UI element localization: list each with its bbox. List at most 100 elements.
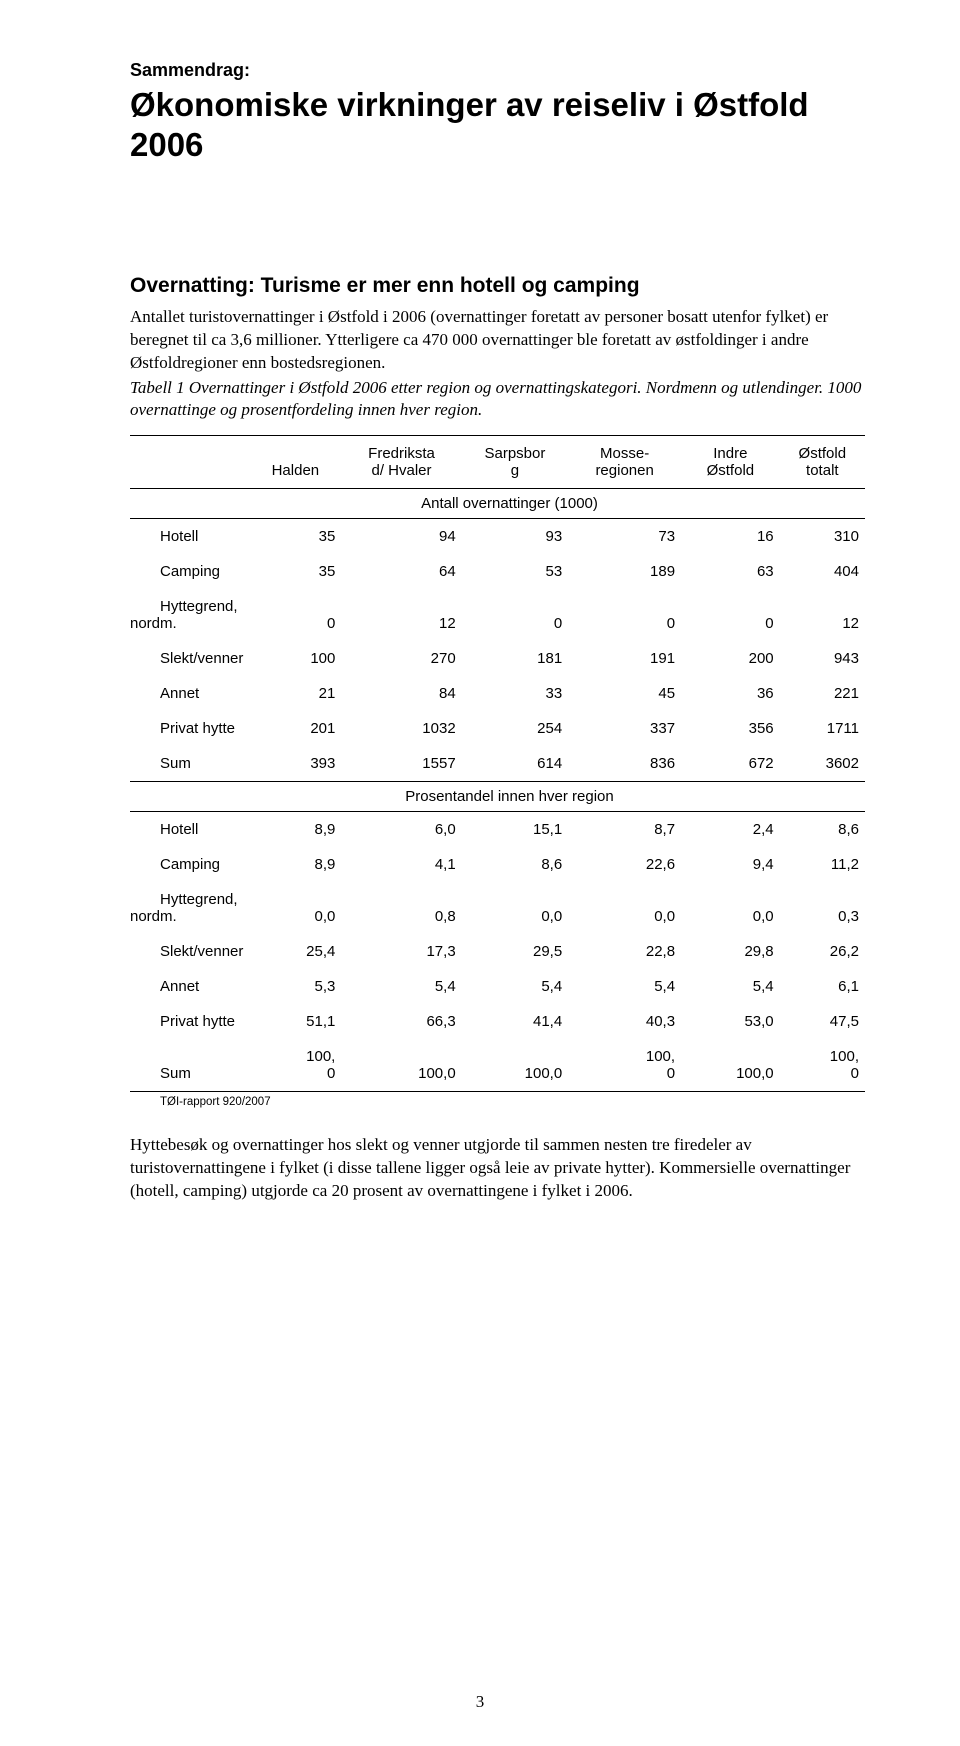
row-label: Privat hytte [130, 1004, 249, 1039]
cell: 12 [341, 589, 461, 641]
cell: 64 [341, 554, 461, 589]
cell: 404 [780, 554, 865, 589]
cell: 0,0 [249, 882, 341, 934]
row-label: Camping [130, 554, 249, 589]
cell: 9,4 [681, 847, 780, 882]
table-subhead-percent: Prosentandel innen hver region [130, 782, 865, 812]
cell: 33 [462, 676, 569, 711]
cell: 2,4 [681, 812, 780, 848]
cell: 0,0 [681, 882, 780, 934]
row-label: Privat hytte [130, 711, 249, 746]
cell: 8,7 [568, 812, 681, 848]
cell: 94 [341, 519, 461, 555]
cell: 41,4 [462, 1004, 569, 1039]
row-label: Slekt/venner [130, 641, 249, 676]
data-table: Halden Fredriksta d/ Hvaler Sarpsbor g M… [130, 435, 865, 1092]
subhead-counts-label: Antall overnattinger (1000) [130, 489, 865, 519]
cell: 73 [568, 519, 681, 555]
summary-label: Sammendrag: [130, 60, 865, 81]
col-header-sarpsborg: Sarpsbor g [462, 436, 569, 489]
page-number: 3 [0, 1692, 960, 1712]
col-header-blank [130, 436, 249, 489]
cell: 0,0 [462, 882, 569, 934]
cell: 0 [462, 589, 569, 641]
cell: 40,3 [568, 1004, 681, 1039]
cell: 29,8 [681, 934, 780, 969]
cell: 5,4 [681, 969, 780, 1004]
cell: 672 [681, 746, 780, 782]
cell: 63 [681, 554, 780, 589]
cell: 0 [249, 589, 341, 641]
col-header-halden: Halden [249, 436, 341, 489]
page-title: Økonomiske virkninger av reiseliv i Østf… [130, 85, 865, 164]
cell: 393 [249, 746, 341, 782]
table-sum-row: Sum 100, 0 100,0 100,0 100, 0 100,0 100,… [130, 1039, 865, 1092]
table-row: Annet 21 84 33 45 36 221 [130, 676, 865, 711]
row-label: Annet [130, 969, 249, 1004]
cell: 8,6 [780, 812, 865, 848]
row-label: Sum [130, 746, 249, 782]
table-source-note: TØI-rapport 920/2007 [130, 1096, 865, 1108]
cell: 5,4 [462, 969, 569, 1004]
cell: 26,2 [780, 934, 865, 969]
table-row: Camping 35 64 53 189 63 404 [130, 554, 865, 589]
cell: 100,0 [462, 1039, 569, 1092]
cell: 53,0 [681, 1004, 780, 1039]
cell: 16 [681, 519, 780, 555]
row-label: Hyttegrend, nordm. [130, 882, 249, 934]
cell: 5,3 [249, 969, 341, 1004]
cell: 29,5 [462, 934, 569, 969]
cell: 1711 [780, 711, 865, 746]
cell: 36 [681, 676, 780, 711]
cell: 100, 0 [568, 1039, 681, 1092]
table-row: Annet 5,3 5,4 5,4 5,4 5,4 6,1 [130, 969, 865, 1004]
cell: 5,4 [341, 969, 461, 1004]
cell: 614 [462, 746, 569, 782]
cell: 15,1 [462, 812, 569, 848]
cell: 191 [568, 641, 681, 676]
cell: 200 [681, 641, 780, 676]
cell: 8,9 [249, 812, 341, 848]
cell: 8,9 [249, 847, 341, 882]
table-subhead-counts: Antall overnattinger (1000) [130, 489, 865, 519]
cell: 254 [462, 711, 569, 746]
intro-paragraph: Antallet turistovernattinger i Østfold i… [130, 306, 865, 375]
cell: 337 [568, 711, 681, 746]
cell: 8,6 [462, 847, 569, 882]
cell: 201 [249, 711, 341, 746]
cell: 66,3 [341, 1004, 461, 1039]
row-label: Slekt/venner [130, 934, 249, 969]
cell: 35 [249, 554, 341, 589]
cell: 6,1 [780, 969, 865, 1004]
cell: 12 [780, 589, 865, 641]
cell: 22,8 [568, 934, 681, 969]
cell: 0,0 [568, 882, 681, 934]
page: Sammendrag: Økonomiske virkninger av rei… [0, 0, 960, 1746]
col-header-fredrikstad: Fredriksta d/ Hvaler [341, 436, 461, 489]
cell: 189 [568, 554, 681, 589]
cell: 47,5 [780, 1004, 865, 1039]
table-row: Hyttegrend, nordm. 0,0 0,8 0,0 0,0 0,0 0… [130, 882, 865, 934]
cell: 11,2 [780, 847, 865, 882]
cell: 221 [780, 676, 865, 711]
cell: 100,0 [341, 1039, 461, 1092]
cell: 35 [249, 519, 341, 555]
col-header-mosse: Mosse- regionen [568, 436, 681, 489]
table-row: Hotell 8,9 6,0 15,1 8,7 2,4 8,6 [130, 812, 865, 848]
table-sum-row: Sum 393 1557 614 836 672 3602 [130, 746, 865, 782]
cell: 943 [780, 641, 865, 676]
cell: 100 [249, 641, 341, 676]
cell: 84 [341, 676, 461, 711]
cell: 0 [681, 589, 780, 641]
cell: 5,4 [568, 969, 681, 1004]
cell: 0 [568, 589, 681, 641]
table-row: Slekt/venner 100 270 181 191 200 943 [130, 641, 865, 676]
table-header-row: Halden Fredriksta d/ Hvaler Sarpsbor g M… [130, 436, 865, 489]
cell: 51,1 [249, 1004, 341, 1039]
cell: 22,6 [568, 847, 681, 882]
cell: 270 [341, 641, 461, 676]
cell: 100, 0 [249, 1039, 341, 1092]
row-label: Camping [130, 847, 249, 882]
cell: 100, 0 [780, 1039, 865, 1092]
cell: 45 [568, 676, 681, 711]
